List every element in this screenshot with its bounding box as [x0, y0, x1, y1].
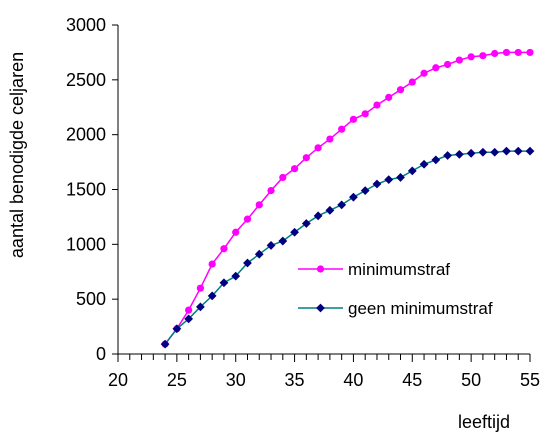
y-tick-label: 2500 [66, 70, 106, 90]
data-point [455, 56, 463, 64]
data-point [478, 147, 488, 157]
data-point [255, 201, 263, 209]
data-point [243, 258, 252, 268]
x-tick-label: 30 [226, 370, 246, 390]
data-point [467, 53, 475, 61]
data-point [267, 186, 275, 195]
data-point [301, 219, 311, 228]
data-point [491, 49, 499, 58]
data-point [444, 60, 452, 69]
y-tick-label: 1000 [66, 234, 106, 254]
data-point [396, 86, 405, 94]
data-point [432, 64, 440, 72]
data-point [207, 291, 217, 301]
x-tick-label: 35 [285, 370, 305, 390]
data-point [443, 151, 452, 160]
data-point [208, 260, 216, 268]
data-point [466, 148, 476, 158]
data-point [243, 215, 252, 223]
data-point [408, 78, 416, 86]
series-geen-minimumstraf [160, 146, 535, 349]
data-point [184, 314, 194, 324]
data-point [196, 302, 205, 312]
x-axis-title: leeftijd [458, 412, 510, 432]
data-point [232, 228, 240, 236]
data-point [326, 135, 334, 143]
data-point [290, 227, 299, 237]
data-point [526, 48, 534, 57]
data-point [220, 245, 228, 253]
y-tick-label: 3000 [66, 15, 106, 35]
legend-item-geen-minimumstraf: geen minimumstraf [298, 299, 493, 318]
data-point [360, 186, 370, 195]
y-tick-label: 500 [76, 289, 106, 309]
data-point [196, 284, 204, 292]
data-point [479, 52, 487, 60]
data-point [419, 159, 429, 169]
x-tick-label: 25 [167, 370, 187, 390]
x-tick-label: 45 [402, 370, 422, 390]
x-tick-label: 55 [520, 370, 540, 390]
data-point [172, 324, 182, 334]
axes: 0 500 1000 1500 2000 2500 3000 20 25 30 35 40 45 50 5… [66, 15, 540, 390]
legend-label-geen-minimumstraf: geen minimumstraf [348, 299, 493, 318]
data-point [349, 115, 358, 123]
data-point [502, 146, 511, 156]
y-tick-label: 0 [96, 344, 106, 364]
legend-swatch-circle-marker [316, 265, 325, 273]
legend: minimumstraf geen minimumstraf [298, 260, 493, 318]
data-point [314, 144, 322, 152]
data-point [160, 339, 170, 349]
x-tick-label: 40 [343, 370, 363, 390]
data-point [219, 278, 229, 288]
data-point [338, 125, 346, 133]
data-point [266, 241, 276, 250]
data-point [313, 211, 323, 221]
x-tick-label: 20 [108, 370, 128, 390]
legend-item-minimumstraf: minimumstraf [298, 260, 450, 279]
data-point [361, 110, 369, 118]
data-point [513, 146, 523, 156]
x-axis-minor-ticks [129, 354, 519, 360]
x-axis-ticks: 20 25 30 35 40 45 50 55 [108, 354, 540, 390]
data-point [384, 175, 394, 185]
y-tick-label: 2000 [66, 125, 106, 145]
y-tick-label: 1500 [66, 180, 106, 200]
data-point [373, 101, 381, 109]
data-point [290, 165, 299, 173]
data-point [490, 147, 500, 157]
data-point [231, 271, 241, 281]
data-point [420, 69, 428, 77]
series-layer [160, 48, 535, 349]
data-point [337, 200, 347, 210]
data-point [407, 166, 417, 176]
data-point [185, 306, 193, 314]
data-point [431, 155, 441, 165]
data-point [325, 205, 335, 215]
data-point [502, 48, 511, 57]
data-point [278, 236, 288, 246]
data-point [372, 179, 382, 189]
y-axis-title: aantal benodigde celjaren [7, 52, 27, 258]
data-point [349, 192, 358, 202]
data-point [385, 93, 393, 101]
data-point [514, 48, 522, 57]
data-point [254, 249, 264, 259]
y-axis-ticks: 0 500 1000 1500 2000 2500 3000 [66, 15, 118, 364]
x-tick-label: 50 [461, 370, 481, 390]
data-point [396, 173, 405, 182]
data-point [302, 154, 310, 162]
legend-swatch-diamond-marker [316, 303, 325, 313]
data-point [525, 146, 535, 156]
data-point [279, 173, 287, 182]
data-point [454, 150, 464, 159]
legend-label-minimumstraf: minimumstraf [348, 260, 450, 279]
